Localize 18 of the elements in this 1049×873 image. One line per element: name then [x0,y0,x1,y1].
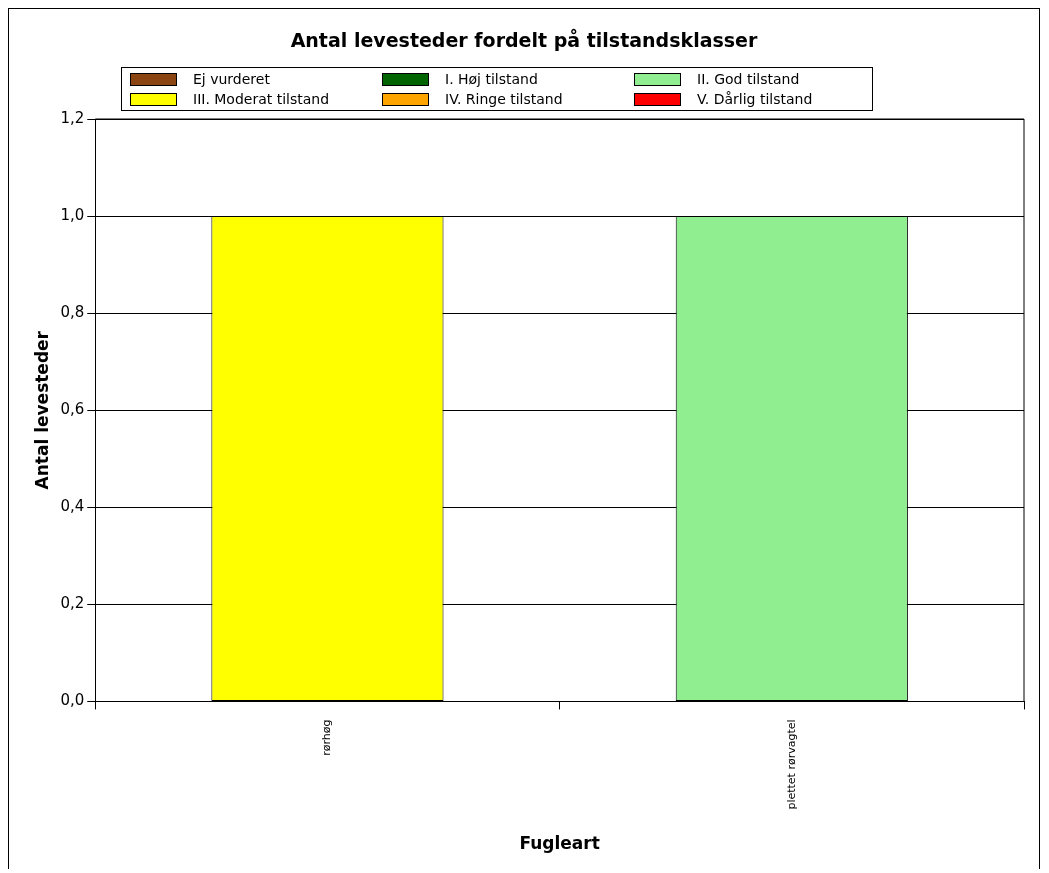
legend-label: II. God tilstand [697,71,800,87]
x-tick-label: rørhøg [320,719,334,756]
y-tick-label: 1,2 [60,108,85,127]
legend-label: III. Moderat tilstand [193,91,330,107]
x-axis-title: Fugleart [519,833,600,854]
y-tick-label: 0,6 [60,400,85,419]
legend-label: IV. Ringe tilstand [445,91,563,107]
y-tick-label: 0,2 [60,594,85,613]
y-tick-label: 0,4 [60,497,85,516]
y-tick-label: 0,8 [60,303,85,322]
y-tick-label: 1,0 [60,205,85,224]
chart-title: Antal levesteder fordelt på tilstandsklasser [289,29,759,51]
y-tick-label: 0,0 [60,691,85,710]
legend-label: I. Høj tilstand [445,71,538,87]
x-tick-label: plettet rørvagtel [784,719,798,810]
legend-label: Ej vurderet [193,71,270,87]
y-axis-title: Antal levesteder [31,330,52,490]
legend-label: V. Dårlig tilstand [697,91,813,107]
